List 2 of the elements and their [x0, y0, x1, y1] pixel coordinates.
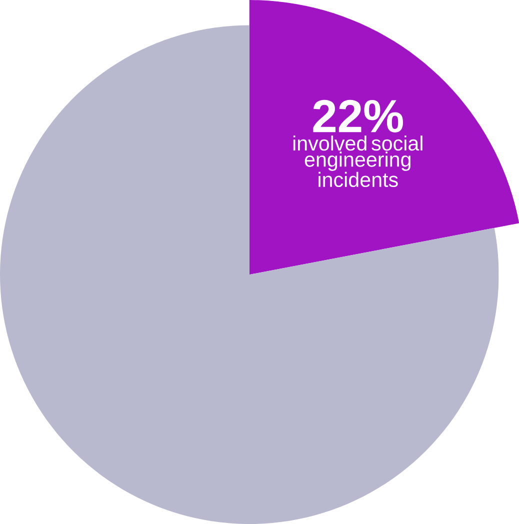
- data-label: 22%: [313, 100, 403, 132]
- slice-label: involved social engineering incidents: [293, 136, 422, 188]
